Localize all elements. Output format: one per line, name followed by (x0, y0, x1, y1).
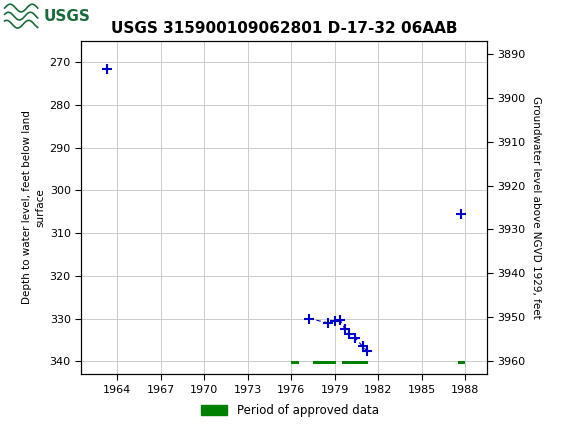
Bar (342, 361, 368, 364)
Text: USGS: USGS (44, 9, 90, 24)
Bar (458, 361, 466, 364)
Bar (313, 361, 336, 364)
Y-axis label: Depth to water level, feet below land
surface: Depth to water level, feet below land su… (22, 111, 45, 304)
Legend: Period of approved data: Period of approved data (197, 399, 383, 422)
Title: USGS 315900109062801 D-17-32 06AAB: USGS 315900109062801 D-17-32 06AAB (111, 21, 458, 36)
Bar (292, 361, 299, 364)
Y-axis label: Groundwater level above NGVD 1929, feet: Groundwater level above NGVD 1929, feet (531, 96, 541, 319)
Bar (3, 2, 72, 31)
